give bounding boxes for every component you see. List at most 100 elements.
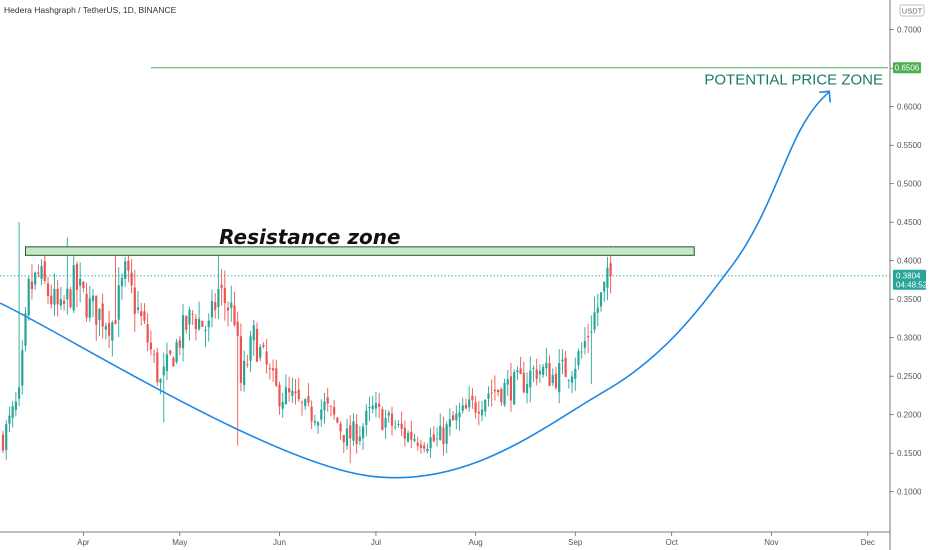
candle-body xyxy=(342,434,345,443)
candle-body xyxy=(62,300,66,304)
candle-body xyxy=(394,426,397,428)
candle-body xyxy=(226,307,230,311)
candle-body xyxy=(111,322,114,341)
candle-body xyxy=(252,325,255,341)
candle-body xyxy=(30,281,34,290)
candle-body xyxy=(477,411,480,414)
candle-body xyxy=(326,397,329,404)
candle-body xyxy=(548,363,551,386)
time-axis[interactable]: Apr May Jun Jul Aug Sep Oct Nov Dec xyxy=(77,532,875,547)
candle-body xyxy=(320,409,323,420)
candle-body xyxy=(11,406,14,418)
candle-body xyxy=(210,301,214,318)
candle-body xyxy=(339,423,342,432)
candle-body xyxy=(69,289,72,308)
candle-body xyxy=(519,368,522,374)
candle-body xyxy=(268,368,271,369)
currency-unit-box[interactable] xyxy=(899,4,925,17)
candle-body xyxy=(381,409,384,431)
candle-body xyxy=(596,307,599,313)
candle-body xyxy=(159,379,162,383)
candle-body xyxy=(43,261,46,281)
candle-body xyxy=(79,278,82,286)
potential-price-zone-label: POTENTIAL PRICE ZONE xyxy=(704,72,883,89)
candle-body xyxy=(127,260,130,271)
candle-body xyxy=(185,316,188,330)
x-tick-label: Jun xyxy=(273,538,286,547)
candle-body xyxy=(587,336,590,338)
candle-body xyxy=(140,311,143,316)
y-tick-label: 0.7000 xyxy=(897,26,922,35)
candle-body xyxy=(281,401,284,409)
candle-body xyxy=(564,357,567,377)
candle-body xyxy=(246,364,249,365)
candle-body xyxy=(484,399,487,412)
last-price-value: 0.3804 xyxy=(896,271,921,280)
candle-body xyxy=(554,373,558,388)
cup-curve-arrow[interactable] xyxy=(0,90,830,479)
candle-body xyxy=(37,272,40,274)
candle-body xyxy=(5,424,8,451)
candle-body xyxy=(59,299,62,306)
candle-body xyxy=(426,448,429,451)
candle-body xyxy=(275,368,278,386)
candle-body xyxy=(378,403,381,407)
x-tick-label: Aug xyxy=(468,538,482,547)
candle-body xyxy=(448,419,451,427)
candle-body xyxy=(468,399,471,408)
candle-body xyxy=(397,424,400,425)
y-tick-label: 0.1000 xyxy=(897,488,922,497)
candle-body xyxy=(452,415,455,421)
candle-body xyxy=(124,261,127,279)
x-tick-label: Jul xyxy=(371,538,381,547)
candle-body xyxy=(307,396,310,403)
candle-body xyxy=(14,401,17,410)
candle-body xyxy=(333,407,336,415)
candle-body xyxy=(21,350,24,386)
candle-body xyxy=(535,369,538,379)
candle-body xyxy=(500,388,503,403)
candle-body xyxy=(294,391,297,394)
candle-body xyxy=(361,426,365,439)
candle-body xyxy=(259,346,262,358)
candle-body xyxy=(458,412,461,418)
candle-body xyxy=(577,351,580,366)
candle-body xyxy=(143,311,146,321)
candle-body xyxy=(570,376,574,383)
candle-body xyxy=(493,389,496,392)
candle-body xyxy=(220,284,223,288)
candle-body xyxy=(178,340,181,348)
candle-body xyxy=(284,387,288,405)
y-tick-label: 0.3000 xyxy=(897,334,922,343)
candle-body xyxy=(46,283,50,297)
candle-body xyxy=(85,293,88,318)
candle-body xyxy=(82,281,85,289)
candle-body xyxy=(590,331,593,333)
candle-body xyxy=(133,287,136,314)
target-price-value: 0.6506 xyxy=(895,64,920,73)
y-tick-label: 0.5000 xyxy=(897,180,922,189)
candle-body xyxy=(297,389,300,400)
x-tick-label: Sep xyxy=(568,538,583,547)
y-tick-label: 0.4500 xyxy=(897,218,922,227)
candle-body xyxy=(8,415,11,424)
candle-body xyxy=(445,424,448,444)
candle-body xyxy=(288,388,291,393)
candle-body xyxy=(40,266,43,280)
candle-body xyxy=(349,425,352,439)
candle-body xyxy=(593,312,596,330)
candle-body xyxy=(532,367,535,369)
candlestick-series xyxy=(1,222,612,464)
candle-body xyxy=(291,390,294,396)
candle-body xyxy=(165,354,169,372)
candle-body xyxy=(243,360,246,386)
resistance-zone-rect[interactable] xyxy=(25,246,695,256)
candle-body xyxy=(503,382,506,405)
candle-body xyxy=(390,413,394,426)
candle-body xyxy=(429,437,432,449)
candle-body xyxy=(410,431,413,440)
candle-body xyxy=(525,384,529,394)
candle-body xyxy=(403,427,406,439)
